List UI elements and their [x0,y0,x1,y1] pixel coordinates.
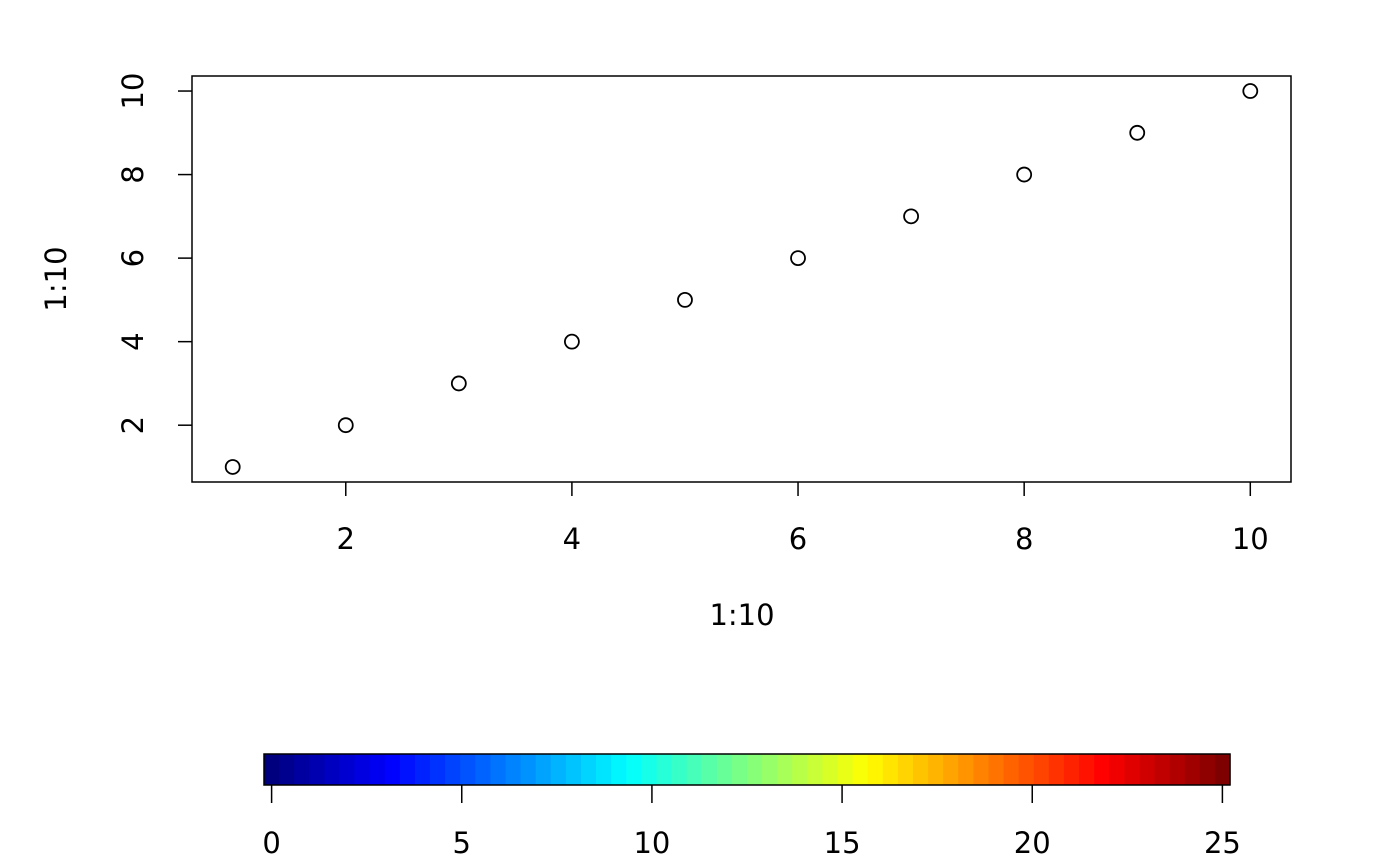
color-cell [339,754,356,785]
x-tick-label: 6 [789,522,807,556]
point [564,333,580,350]
point [450,375,467,392]
colorbar-tick-label: 0 [262,826,280,860]
color-cell [822,754,839,785]
colorbar-tick-label: 5 [453,826,471,860]
color-cell [943,754,959,785]
color-cell [747,754,763,785]
y-tick-label: 10 [116,73,150,110]
color-cell [1094,754,1110,785]
color-cell [988,754,1005,785]
color-cell [762,754,778,785]
colorbar-tick-label: 15 [824,826,861,860]
color-cell [807,754,824,785]
color-cell [1063,754,1080,785]
point [677,291,693,308]
color-cell [731,754,748,785]
color-cell [1079,754,1095,785]
color-cell [490,754,507,785]
color-cell [867,754,884,785]
color-cell [279,754,295,785]
color-cell [1154,754,1171,785]
color-cell [384,754,401,785]
point [1242,83,1259,99]
color-cell [460,754,476,785]
point [337,417,354,434]
x-tick-label: 4 [563,522,581,556]
y-tick-label: 4 [116,332,150,350]
color-cell [1109,754,1125,785]
color-cell [897,754,914,785]
color-cell [882,754,899,785]
x-tick-label: 2 [337,522,355,556]
color-cell [1199,754,1216,785]
color-cell [671,754,688,785]
x-tick-label: 10 [1232,522,1269,556]
colorbar-tick-label: 20 [1014,826,1051,860]
color-cell [399,754,416,785]
point [1129,124,1146,141]
color-cell [1018,754,1035,785]
color-cell [837,754,854,785]
color-cell [686,754,703,785]
color-cell [716,754,733,785]
y-tick-label: 2 [116,416,150,434]
point [790,250,806,267]
color-cell [913,754,929,785]
y-tick-label: 6 [116,249,150,267]
color-cell [701,754,718,785]
color-cell [958,754,975,785]
color-cell [580,754,597,785]
color-cell [1139,754,1156,785]
color-cell [550,754,567,785]
color-cell [641,754,658,785]
colorbar-frame [263,753,1231,786]
color-cell [1214,754,1231,785]
color-cell [973,754,990,785]
color-cell [777,754,793,785]
color-cell [505,754,522,785]
y-tick-label: 8 [116,165,150,183]
colorbar-tick-label: 10 [633,826,670,860]
point [903,208,919,225]
x-tick-label: 8 [1015,522,1033,556]
y-axis-label: 1:10 [39,246,73,311]
color-cell [1003,754,1020,785]
color-cell [565,754,582,785]
color-cell [294,754,310,785]
color-cell [369,754,386,785]
color-cell [309,754,325,785]
color-cell [264,754,280,785]
color-cell [1124,754,1141,785]
color-cell [1048,754,1065,785]
color-cell [430,754,446,785]
color-cell [324,754,341,785]
color-cell [414,754,431,785]
point [224,459,241,475]
color-cell [1033,754,1050,785]
color-cell [656,754,673,785]
colorbar-tick-label: 25 [1204,826,1241,860]
plot-frame [191,75,1292,483]
x-axis-label: 1:10 [709,598,774,632]
color-cell [475,754,492,785]
point [1016,166,1033,183]
color-cell [1169,754,1186,785]
color-cell [520,754,537,785]
color-cell [596,754,612,785]
color-cell [611,754,627,785]
color-cell [1184,754,1201,785]
color-cell [852,754,869,785]
color-cell [445,754,461,785]
color-cell [354,754,371,785]
color-cell [535,754,552,785]
color-cell [626,754,642,785]
color-cell [792,754,808,785]
color-cell [928,754,944,785]
